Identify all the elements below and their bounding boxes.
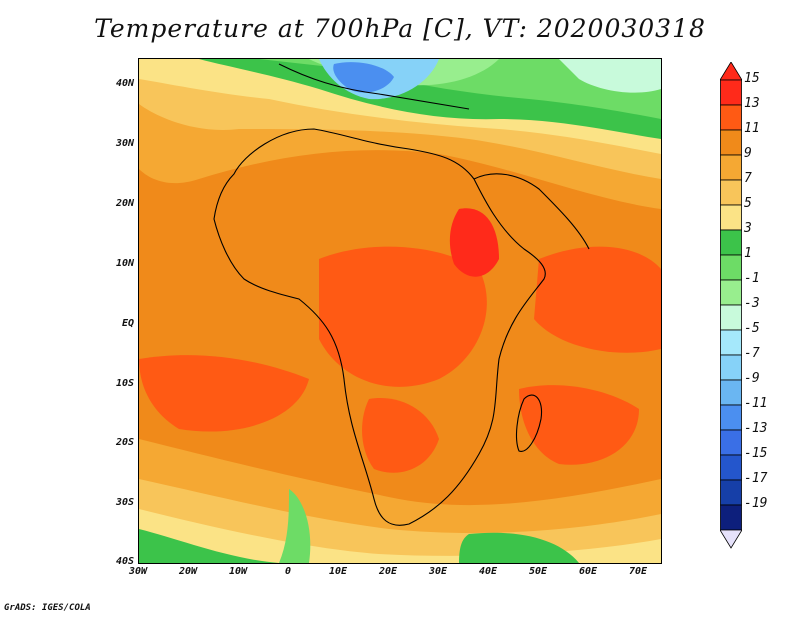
colorbar-swatch (720, 279, 742, 306)
colorbar-swatch (720, 429, 742, 456)
colorbar-bottom-arrow (720, 529, 742, 549)
lat-label-30s: 30S (115, 497, 134, 508)
lat-label-30n: 30N (115, 138, 134, 149)
lon-label-30e: 30E (428, 566, 448, 577)
lon-label-70e: 70E (628, 566, 648, 577)
hot-s-atlantic (139, 355, 309, 432)
colorbar-label: 13 (744, 96, 760, 111)
lon-label-20w: 20W (178, 566, 198, 577)
colorbar-label: -7 (744, 346, 760, 361)
colorbar-label: 5 (744, 196, 752, 211)
colorbar (720, 62, 742, 549)
mediterranean-coast (278, 63, 470, 110)
colorbar-swatch (720, 454, 742, 481)
colorbar-label: -15 (744, 446, 768, 461)
lon-label-20e: 20E (378, 566, 398, 577)
lon-label-30w: 30W (128, 566, 148, 577)
hot-ethiopia (449, 208, 499, 277)
lon-label-60e: 60E (578, 566, 598, 577)
colorbar-swatch (720, 329, 742, 356)
madagascar-coast (515, 394, 543, 452)
hot-s-indian (519, 385, 639, 465)
map-title: Temperature at 700hPa [C], VT: 202003031… (94, 14, 706, 43)
lon-label-50e: 50E (528, 566, 548, 577)
lon-label-0: 0 (284, 566, 292, 577)
colorbar-swatches (720, 62, 742, 549)
temperature-map (138, 58, 662, 564)
colorbar-swatch (720, 254, 742, 281)
colorbar-label: 1 (744, 246, 752, 261)
lat-label-20n: 20N (115, 198, 134, 209)
colorbar-label: -13 (744, 421, 768, 436)
colorbar-swatch (720, 404, 742, 431)
colorbar-swatch (720, 354, 742, 381)
cold-patch-sw (139, 529, 279, 563)
lon-label-10e: 10E (328, 566, 348, 577)
lat-label-40n: 40N (115, 78, 134, 89)
cold-europe-2 (333, 62, 394, 93)
colorbar-swatch (720, 204, 742, 231)
lat-label-40s: 40S (115, 556, 134, 567)
cold-patch-s-1 (279, 489, 311, 563)
lat-label-10s: 10S (115, 378, 134, 389)
band-5c-south (139, 509, 661, 563)
colorbar-swatch (720, 154, 742, 181)
colorbar-label: 3 (744, 221, 752, 236)
grads-credit: GrADS: IGES/COLA (4, 603, 91, 613)
hot-southern-africa (362, 398, 439, 473)
colorbar-label: -1 (744, 271, 760, 286)
colorbar-swatch (720, 179, 742, 206)
colorbar-label: 15 (744, 71, 760, 86)
africa-coast (213, 128, 546, 526)
colorbar-swatch (720, 504, 742, 531)
colorbar-swatch (720, 229, 742, 256)
cold-patch-s-2 (459, 532, 579, 563)
lon-label-40e: 40E (478, 566, 498, 577)
colorbar-label: -17 (744, 471, 768, 486)
colorbar-label: -3 (744, 296, 760, 311)
colorbar-swatch (720, 79, 742, 106)
red-sea-arabia (473, 173, 590, 250)
colorbar-label: -9 (744, 371, 760, 386)
hot-central-africa (319, 246, 487, 387)
colorbar-label: 7 (744, 171, 752, 186)
coastlines (213, 63, 590, 526)
colorbar-swatch (720, 379, 742, 406)
cold-ne (559, 59, 661, 93)
lon-label-10w: 10W (228, 566, 248, 577)
colorbar-swatch (720, 104, 742, 131)
lat-label-20s: 20S (115, 437, 134, 448)
colorbar-swatch (720, 479, 742, 506)
lat-label-eq: EQ (121, 318, 134, 329)
colorbar-swatch (720, 304, 742, 331)
colorbar-label: 11 (744, 121, 760, 136)
band-1c-north (259, 59, 661, 119)
colorbar-label: -11 (744, 396, 768, 411)
hot-arabian-sea (534, 246, 661, 353)
lat-label-10n: 10N (115, 258, 134, 269)
colorbar-top-arrow (720, 62, 742, 81)
map-canvas (139, 59, 661, 563)
colorbar-label: -19 (744, 496, 768, 511)
colorbar-swatch (720, 129, 742, 156)
colorbar-label: -5 (744, 321, 760, 336)
colorbar-label: 9 (744, 146, 752, 161)
